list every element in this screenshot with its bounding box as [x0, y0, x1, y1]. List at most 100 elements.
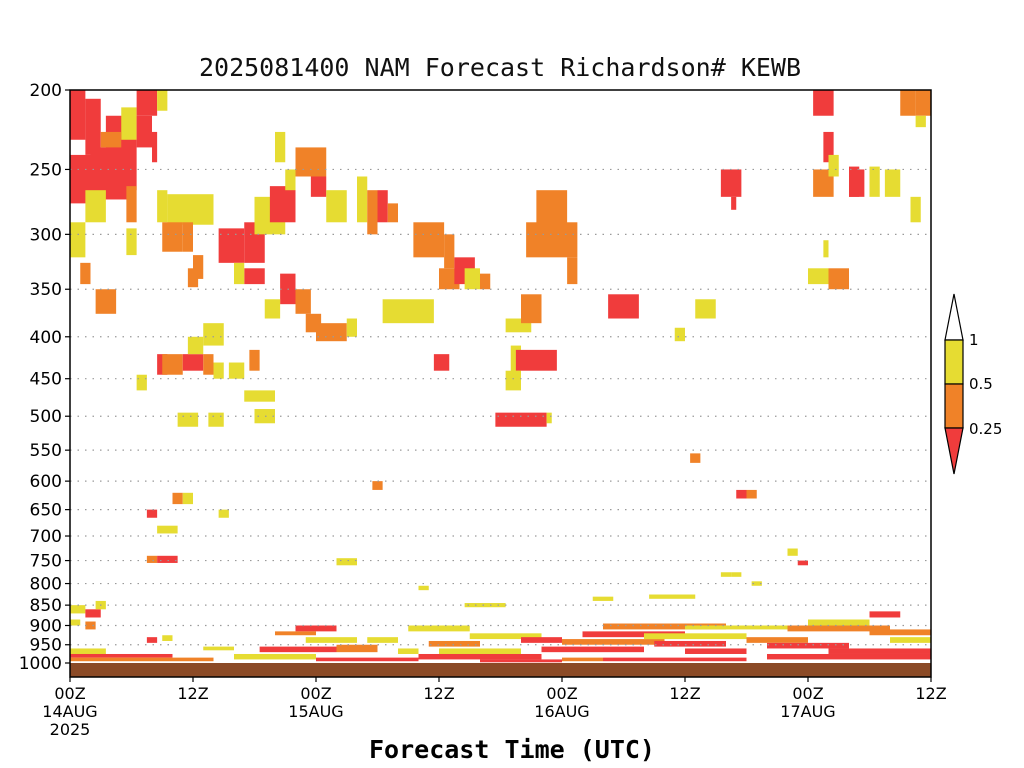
ri-cell-yellow	[357, 176, 368, 223]
ri-cell-yellow	[382, 299, 434, 324]
ri-cell-yellow	[208, 412, 224, 427]
y-tick-label: 450	[30, 370, 62, 390]
ri-cell-orange	[182, 222, 193, 252]
ri-cell-yellow	[398, 648, 419, 654]
y-tick-label: 850	[30, 596, 62, 616]
ri-cell-yellow	[167, 194, 214, 225]
ri-cell-yellow	[464, 603, 506, 608]
y-tick-label: 500	[30, 407, 62, 427]
ri-cell-orange	[480, 273, 491, 290]
ri-cell-yellow	[157, 190, 168, 223]
ri-cell-red	[136, 90, 158, 116]
ri-cell-yellow	[203, 323, 224, 346]
ri-cell-red	[654, 640, 726, 647]
ri-cell-orange	[413, 222, 445, 258]
ri-cell-red	[521, 637, 562, 643]
ri-cell-red	[797, 560, 808, 566]
ri-cell-orange	[521, 294, 542, 324]
colorbar-label: 0.5	[969, 375, 993, 393]
ri-cell-yellow	[213, 362, 224, 379]
ri-cell-yellow	[157, 525, 178, 534]
ri-cell-red	[152, 131, 158, 163]
ri-cell-yellow	[126, 228, 137, 256]
ri-cell-yellow	[187, 336, 204, 355]
x-tick-label: 16AUG	[534, 702, 589, 721]
ri-cell-orange	[203, 354, 214, 375]
ri-cell-orange	[336, 644, 378, 653]
chart-title: 2025081400 NAM Forecast Richardson# KEWB	[199, 53, 801, 82]
ri-cell-red	[720, 169, 742, 197]
ri-cell-yellow	[228, 362, 245, 379]
ri-cell-red	[541, 646, 644, 653]
ri-cell-yellow	[244, 390, 275, 402]
ri-cell-red	[295, 625, 337, 632]
ri-cell-orange	[387, 203, 398, 223]
ri-cell-yellow	[644, 633, 747, 640]
ri-cell-yellow	[254, 409, 275, 424]
y-tick-label: 650	[30, 501, 62, 521]
ri-cell-red	[182, 354, 204, 371]
ri-cell-orange	[367, 190, 378, 235]
ri-cell-orange	[80, 262, 91, 285]
x-tick-label: 12Z	[669, 684, 700, 703]
ri-cell-orange	[275, 631, 316, 636]
y-tick-label: 900	[30, 616, 62, 636]
ri-cell-red	[85, 609, 101, 618]
ri-cell-yellow	[695, 299, 716, 319]
ri-cell-yellow	[808, 619, 870, 626]
ri-cell-yellow	[336, 558, 357, 566]
ri-cell-yellow	[285, 169, 296, 191]
ri-cell-yellow	[439, 648, 521, 654]
ri-cell-orange	[100, 131, 122, 148]
ri-cell-yellow	[203, 646, 234, 651]
ri-cell-yellow	[346, 318, 357, 337]
ri-cell-yellow	[305, 637, 357, 643]
ri-cell-yellow	[275, 131, 286, 163]
ri-cell-yellow	[182, 492, 193, 505]
ri-cell-red	[146, 637, 158, 643]
ri-cell-red	[157, 555, 178, 563]
ri-cell-yellow	[890, 637, 931, 643]
ri-cell-yellow	[408, 625, 470, 632]
ri-cell-orange	[162, 222, 183, 252]
ri-cell-orange	[193, 255, 204, 279]
ri-cell-yellow	[546, 412, 552, 424]
ri-cell-orange	[787, 625, 890, 632]
ri-cell-orange	[828, 268, 849, 290]
ri-cell-yellow	[218, 509, 229, 518]
plot-frame	[69, 89, 932, 678]
ri-cell-red	[418, 653, 542, 660]
ri-cell-red	[813, 90, 834, 116]
ri-cell-red	[582, 631, 685, 638]
y-tick-label: 950	[30, 636, 62, 656]
ri-cell-red	[480, 659, 562, 663]
ri-cell-orange	[746, 637, 808, 643]
ri-cell-yellow	[162, 635, 173, 641]
ri-cell-yellow	[418, 585, 429, 591]
x-tick-label: 12Z	[423, 684, 454, 703]
ri-cell-yellow	[70, 605, 86, 614]
colorbar-legend: 1 0.5 0.25	[944, 293, 1002, 475]
ri-cell-orange	[869, 629, 931, 636]
ri-cell-red	[767, 653, 931, 660]
ri-cell-red	[259, 646, 337, 653]
pressure-gridlines	[70, 168, 931, 646]
ri-cell-red	[823, 131, 834, 163]
ri-cell-orange	[915, 90, 931, 116]
ri-cell-red	[269, 186, 296, 223]
ri-cell-red	[767, 642, 849, 649]
y-tick-label: 800	[30, 575, 62, 595]
y-tick-label: 550	[30, 441, 62, 461]
x-tick-label: 12Z	[915, 684, 946, 703]
ri-cell-yellow	[367, 637, 398, 643]
ri-cell-yellow	[85, 190, 106, 223]
x-tick-label: 14AUG	[42, 702, 97, 721]
ri-cell-red	[828, 648, 931, 654]
ri-cell-yellow	[915, 115, 926, 128]
colorbar-bin-orange	[944, 383, 964, 429]
ri-cell-yellow	[674, 327, 685, 342]
ri-cell-orange	[172, 492, 183, 505]
ri-cell-yellow	[177, 412, 199, 427]
